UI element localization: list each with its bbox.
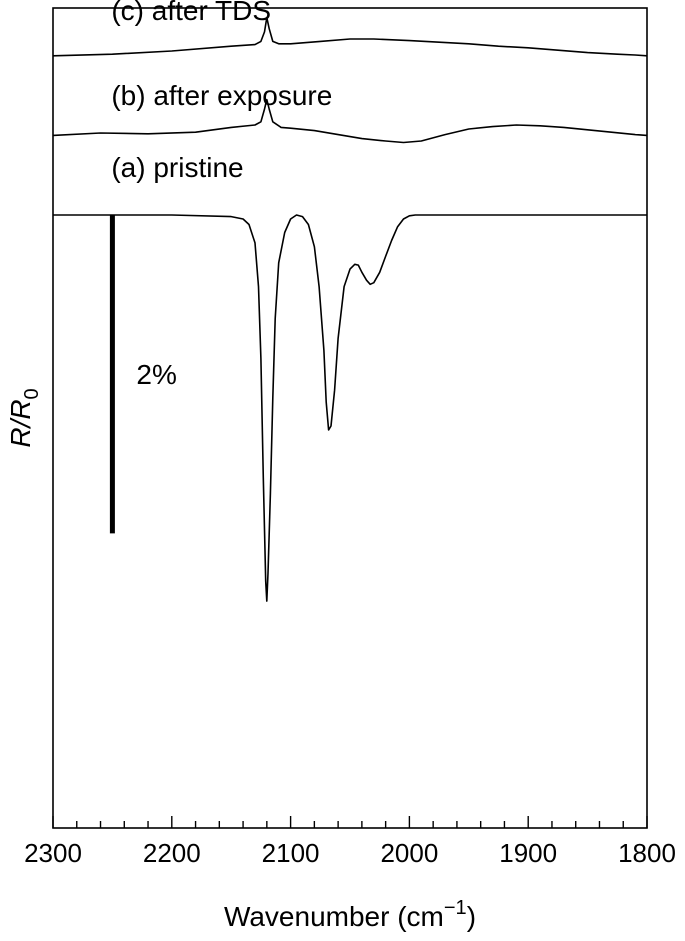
x-tick-label: 2200 <box>143 838 201 868</box>
spectrum-line-2 <box>53 214 647 602</box>
x-tick-label: 2100 <box>262 838 320 868</box>
x-axis-tick-labels: 2300 2200 2100 2000 1900 1800 <box>24 838 676 868</box>
y-axis-label-subscript: 0 <box>21 388 43 399</box>
spectrum-line-0 <box>52 16 648 57</box>
spectrum-label-2: (a) pristine <box>111 152 243 183</box>
spectrum-line-1 <box>52 98 648 144</box>
x-tick-label: 2300 <box>24 838 82 868</box>
scale-bar: 2% <box>109 214 177 534</box>
x-tick-label: 2000 <box>380 838 438 868</box>
x-tick-label: 1800 <box>618 838 676 868</box>
plot-frame <box>52 7 648 829</box>
scale-bar-label: 2% <box>136 359 176 390</box>
x-axis-ticks <box>52 816 648 828</box>
spectrum-label-0: (c) after TDS <box>111 0 271 26</box>
spectra-series: (c) after TDS (b) after exposure (a) prist… <box>52 0 648 602</box>
x-axis-label: Wavenumber (cm−1) <box>224 897 476 932</box>
y-axis-label: R/R0 <box>5 388 43 447</box>
spectrum-label-1: (b) after exposure <box>111 80 332 111</box>
x-axis-label-superscript: −1 <box>444 897 467 919</box>
x-tick-label: 1900 <box>499 838 557 868</box>
